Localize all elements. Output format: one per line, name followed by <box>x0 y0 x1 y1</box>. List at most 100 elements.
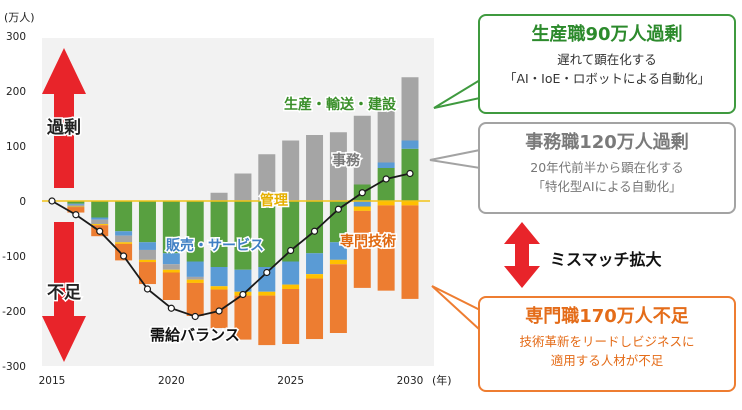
bar-segment-4-12 <box>329 264 347 333</box>
bar-segment-4-9 <box>258 295 276 346</box>
bar-segment-1-15 <box>401 140 419 149</box>
annotation-office: 事務 <box>332 152 361 169</box>
annotation-professional: 専門技術 <box>340 233 396 250</box>
balance-point-11 <box>310 227 319 235</box>
bar-segment-0-3 <box>115 201 133 232</box>
bar-segment-4-11 <box>306 278 324 340</box>
y-tick-label-1: 200 <box>6 86 26 98</box>
bar-segment-3-4 <box>138 259 156 263</box>
bar-segment-1-2 <box>91 217 109 220</box>
bar-segment-3-7 <box>210 286 228 290</box>
bar-segment-1-12 <box>329 242 347 260</box>
bar-segment-2-8 <box>234 173 252 201</box>
bar-segment-0-12 <box>329 201 347 243</box>
production-callout-title: 生産職90万人過剰 <box>531 24 683 45</box>
professional-callout-sub2: 適用する人材が不足 <box>550 353 664 368</box>
bar-segment-2-9 <box>258 154 276 201</box>
bar-segment-2-11 <box>306 135 324 201</box>
bar-segment-2-6 <box>186 276 204 280</box>
bar-segment-1-3 <box>115 231 133 236</box>
y-tick-label-0: 300 <box>6 31 26 43</box>
bar-segment-0-9 <box>258 201 276 267</box>
professional-callout-sub1: 技術革新をリードしビジネスに <box>519 334 695 349</box>
over-arrow-icon <box>42 48 86 188</box>
bar-segment-3-5 <box>162 269 180 273</box>
bar-segment-2-13 <box>353 115 371 185</box>
bar-segment-4-8 <box>234 295 252 340</box>
balance-line-layer <box>48 169 414 321</box>
bar-segment-0-2 <box>91 201 109 218</box>
x-tick-label-3: 2030 <box>397 375 424 387</box>
balance-point-1 <box>72 211 80 219</box>
office-callout: 事務職120万人過剰 20年代前半から顕在化する 「特化型AIによる自動化」 <box>478 122 736 214</box>
production-callout: 生産職90万人過剰 遅れて顕在化する 「AI・IoE・ロボットによる自動化」 <box>478 14 736 114</box>
green-callout-pointer <box>433 78 481 109</box>
bar-segment-3-10 <box>282 284 300 289</box>
y-tick-label-5: -200 <box>2 306 26 318</box>
bar-segment-1-11 <box>306 253 324 275</box>
bar-segment-0-5 <box>162 201 180 254</box>
bar-segment-1-1 <box>67 203 85 205</box>
office-callout-sub1: 20年代前半から顕在化する <box>530 160 684 175</box>
balance-point-7 <box>215 307 223 315</box>
bar-segment-1-13 <box>353 201 371 207</box>
professional-callout: 専門職170万人不足 技術革新をリードしビジネスに 適用する人材が不足 <box>478 296 736 392</box>
bar-segment-2-15 <box>401 77 419 141</box>
balance-point-10 <box>287 246 295 255</box>
mismatch-label: ミスマッチ拡大 <box>550 250 662 269</box>
bar-segment-0-1 <box>67 201 85 204</box>
balance-point-12 <box>334 205 342 213</box>
bar-segment-1-6 <box>186 261 204 277</box>
bars-layer <box>67 77 419 346</box>
balance-point-9 <box>263 268 271 277</box>
bar-segment-1-9 <box>258 267 276 292</box>
bar-segment-4-13 <box>353 210 371 288</box>
x-tick-label-0: 2015 <box>39 375 66 387</box>
bar-segment-3-13 <box>353 206 371 211</box>
balance-point-8 <box>239 290 247 299</box>
balance-point-6 <box>191 312 199 321</box>
bar-segment-0-4 <box>138 201 156 243</box>
y-axis: 300 200 100 0 -100 -200 -300 <box>2 31 26 373</box>
balance-point-13 <box>358 189 366 197</box>
x-tick-label-1: 2020 <box>158 375 185 387</box>
bar-segment-1-7 <box>210 267 228 287</box>
bar-segment-2-12 <box>329 132 347 201</box>
bar-segment-3-2 <box>91 224 109 226</box>
balance-point-0 <box>48 197 56 205</box>
gray-callout-pointer <box>429 148 481 170</box>
bar-segment-1-10 <box>282 261 300 285</box>
balance-point-4 <box>143 285 152 293</box>
y-unit-label: (万人) <box>4 11 35 24</box>
bar-segment-2-3 <box>115 235 133 243</box>
bar-segment-0-6 <box>186 201 204 262</box>
over-label: 過剰 <box>47 118 81 138</box>
production-callout-sub2: 「AI・IoE・ロボットによる自動化」 <box>503 71 711 86</box>
bar-segment-2-5 <box>162 264 180 270</box>
bar-segment-3-6 <box>186 279 204 283</box>
production-callout-sub1: 遅れて顕在化する <box>557 52 657 67</box>
bar-segment-0-8 <box>234 201 252 270</box>
office-callout-title: 事務職120万人過剰 <box>525 132 689 153</box>
x-axis: 2015 2020 2025 2030 <box>39 375 424 387</box>
bar-segment-3-12 <box>329 259 347 265</box>
balance-point-2 <box>96 227 104 235</box>
bar-segment-2-4 <box>138 249 156 260</box>
bar-segment-4-15 <box>401 205 419 299</box>
bar-segment-2-2 <box>91 219 109 225</box>
mismatch-arrow-icon <box>504 222 540 288</box>
bar-segment-1-14 <box>377 162 395 168</box>
bar-segment-4-1 <box>67 207 85 213</box>
y-tick-label-4: -100 <box>2 251 26 263</box>
bar-segment-2-1 <box>67 204 85 207</box>
bar-segment-3-11 <box>306 274 324 279</box>
bar-segment-4-14 <box>377 205 395 291</box>
orange-callout-pointer <box>431 285 481 333</box>
bar-segment-4-5 <box>162 272 180 300</box>
y-tick-label-6: -300 <box>2 361 26 373</box>
y-tick-label-2: 100 <box>6 141 26 153</box>
bar-segment-4-3 <box>115 243 133 261</box>
bar-segment-4-6 <box>186 282 204 316</box>
annotation-balance: 需給バランス <box>150 326 240 344</box>
